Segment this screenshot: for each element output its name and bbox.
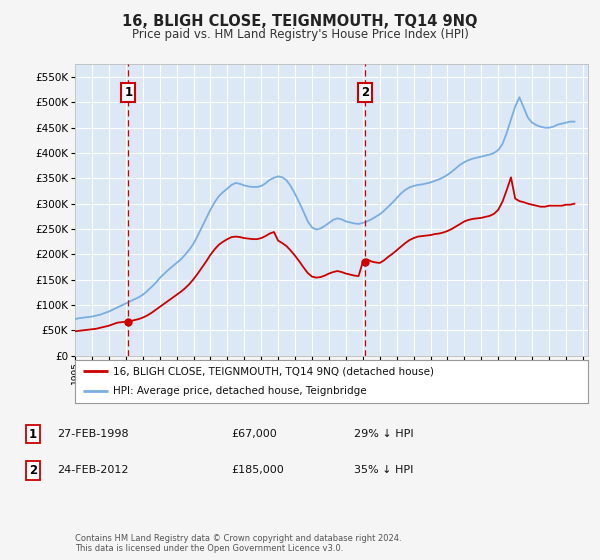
Text: 24-FEB-2012: 24-FEB-2012 [57, 465, 128, 475]
Text: £67,000: £67,000 [231, 429, 277, 439]
Text: 16, BLIGH CLOSE, TEIGNMOUTH, TQ14 9NQ (detached house): 16, BLIGH CLOSE, TEIGNMOUTH, TQ14 9NQ (d… [113, 366, 434, 376]
Text: 2: 2 [361, 86, 370, 99]
Text: Contains HM Land Registry data © Crown copyright and database right 2024.
This d: Contains HM Land Registry data © Crown c… [75, 534, 401, 553]
Text: 2: 2 [29, 464, 37, 477]
Text: Price paid vs. HM Land Registry's House Price Index (HPI): Price paid vs. HM Land Registry's House … [131, 28, 469, 41]
Text: 1: 1 [29, 427, 37, 441]
Text: 1: 1 [124, 86, 133, 99]
Text: 27-FEB-1998: 27-FEB-1998 [57, 429, 128, 439]
Text: £185,000: £185,000 [231, 465, 284, 475]
Text: HPI: Average price, detached house, Teignbridge: HPI: Average price, detached house, Teig… [113, 386, 367, 396]
Text: 35% ↓ HPI: 35% ↓ HPI [354, 465, 413, 475]
Text: 16, BLIGH CLOSE, TEIGNMOUTH, TQ14 9NQ: 16, BLIGH CLOSE, TEIGNMOUTH, TQ14 9NQ [122, 14, 478, 29]
Text: 29% ↓ HPI: 29% ↓ HPI [354, 429, 413, 439]
